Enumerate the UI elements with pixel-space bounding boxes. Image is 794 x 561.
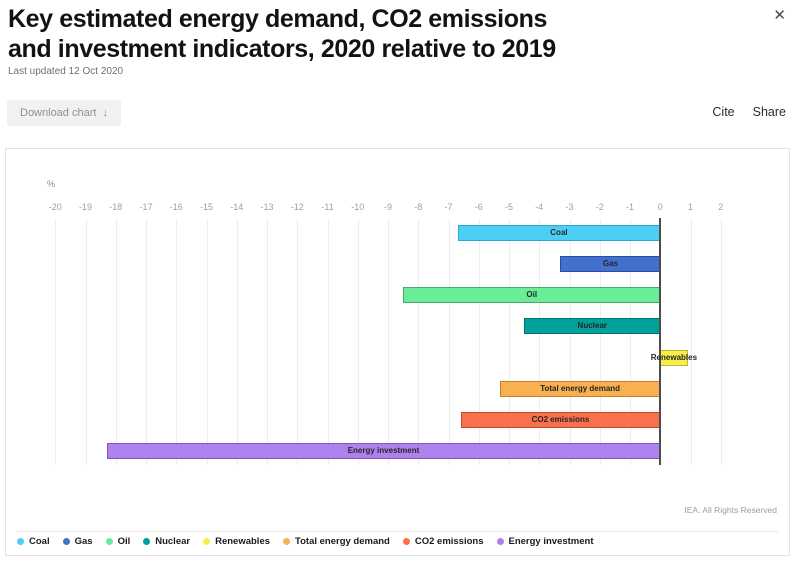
gridline <box>146 219 148 465</box>
x-tick-label: -2 <box>595 202 604 212</box>
share-links: Cite Share <box>712 105 786 119</box>
legend-item-nuclear[interactable]: Nuclear <box>143 536 190 547</box>
download-chart-button[interactable]: Download chart ↓ <box>7 100 121 126</box>
legend-item-energy-investment[interactable]: Energy investment <box>496 536 594 547</box>
x-tick-label: -9 <box>384 202 393 212</box>
gridline <box>630 219 632 465</box>
legend-item-coal[interactable]: Coal <box>17 536 50 547</box>
x-tick-label: -7 <box>444 202 453 212</box>
last-updated: Last updated 12 Oct 2020 <box>8 66 124 77</box>
x-tick-label: -8 <box>414 202 423 212</box>
bar-nuclear[interactable] <box>524 318 661 335</box>
cite-button[interactable]: Cite <box>712 105 735 119</box>
copyright-note: IEA. All Rights Reserved <box>684 505 777 515</box>
bar-total-energy-demand[interactable] <box>499 380 661 397</box>
legend-item-renewables[interactable]: Renewables <box>203 536 270 547</box>
legend-dot-icon <box>17 538 24 545</box>
x-tick-label: -11 <box>321 202 334 212</box>
x-tick-label: -10 <box>351 202 365 212</box>
legend-item-total-energy-demand[interactable]: Total energy demand <box>283 536 390 547</box>
gridline <box>539 219 541 465</box>
x-tick-label: -19 <box>79 202 93 212</box>
gridline <box>206 219 208 465</box>
download-arrow-icon: ↓ <box>102 107 108 119</box>
legend-item-gas[interactable]: Gas <box>62 536 93 547</box>
share-button[interactable]: Share <box>752 105 786 119</box>
gridline <box>418 219 420 465</box>
x-tick-label: 2 <box>718 202 724 212</box>
x-tick-label: -4 <box>535 202 544 212</box>
legend-divider <box>17 531 778 532</box>
gridline <box>267 219 269 465</box>
x-tick-label: -3 <box>565 202 574 212</box>
x-tick-label: 0 <box>657 202 663 212</box>
gridline <box>448 219 450 465</box>
x-tick-label: -12 <box>290 202 304 212</box>
x-tick-label: -15 <box>200 202 214 212</box>
x-tick-label: -13 <box>260 202 274 212</box>
download-chart-label: Download chart <box>20 107 97 119</box>
gridline <box>55 219 57 465</box>
gridline <box>115 219 117 465</box>
bar-oil[interactable] <box>403 287 661 304</box>
bar-renewables[interactable] <box>660 349 688 366</box>
zero-axis-line <box>659 218 662 465</box>
gridline <box>509 219 511 465</box>
gridline <box>478 219 480 465</box>
legend-dot-icon <box>143 538 151 545</box>
x-tick-label: -5 <box>505 202 514 212</box>
x-tick-label: -1 <box>626 202 635 212</box>
bar-coal[interactable] <box>457 225 661 241</box>
bar-gas[interactable] <box>560 256 661 273</box>
gridline <box>357 219 359 465</box>
legend-dot-icon <box>283 538 291 545</box>
legend-item-co2-emissions[interactable]: CO2 emissions <box>402 536 484 547</box>
legend: Coal Gas Oil Nuclear Renewables Total energy … <box>17 536 594 547</box>
legend-label: Gas <box>74 536 93 547</box>
x-tick-label: -14 <box>230 202 244 212</box>
gridline <box>599 219 601 465</box>
x-tick-label: -6 <box>474 202 483 212</box>
gridline <box>569 219 571 465</box>
gridline <box>176 219 178 465</box>
x-tick-label: -20 <box>48 202 62 212</box>
gridline <box>327 219 329 465</box>
gridline <box>85 219 87 465</box>
x-tick-label: -16 <box>169 202 183 212</box>
page-title-line1: Key estimated energy demand, CO2 emissio… <box>8 5 547 33</box>
gridline <box>720 219 722 465</box>
x-tick-label: -17 <box>139 202 153 212</box>
plot-area: -20 -19 -18 -17 -16 -15 -14 -13 -12 -11 -10 -9 -8 -7-… <box>6 149 789 555</box>
legend-item-oil[interactable]: Oil <box>105 536 131 547</box>
page-title-line2: and investment indicators, 2020 relative… <box>8 35 556 63</box>
bar-energy-investment[interactable] <box>106 443 661 460</box>
legend-label: CO2 emissions <box>414 536 484 547</box>
axis-unit-label: % <box>47 179 56 189</box>
x-tick-label: 1 <box>688 202 694 212</box>
legend-label: Nuclear <box>155 536 191 547</box>
legend-dot-icon <box>402 538 410 545</box>
gridline <box>297 219 299 465</box>
gridline <box>236 219 238 465</box>
legend-dot-icon <box>105 538 113 545</box>
legend-dot-icon <box>203 538 211 545</box>
legend-label: Coal <box>29 536 50 547</box>
chart-card: % -20 -19 -18 -17 -16 -15 -14 -13 -12 -11 -10 -9 -8-… <box>5 148 790 556</box>
page-title: Key estimated energy demand, CO2 emissio… <box>8 4 556 64</box>
x-tick-label: -18 <box>109 202 123 212</box>
legend-label: Energy investment <box>508 536 594 547</box>
legend-label: Total energy demand <box>295 536 390 547</box>
legend-label: Renewables <box>215 536 271 547</box>
gridline <box>388 219 390 465</box>
close-icon[interactable]: ✕ <box>771 4 788 26</box>
legend-dot-icon <box>62 538 70 545</box>
legend-dot-icon <box>496 538 504 545</box>
bar-co2-emissions[interactable] <box>460 411 661 428</box>
legend-label: Oil <box>117 536 131 547</box>
gridline <box>690 219 692 465</box>
